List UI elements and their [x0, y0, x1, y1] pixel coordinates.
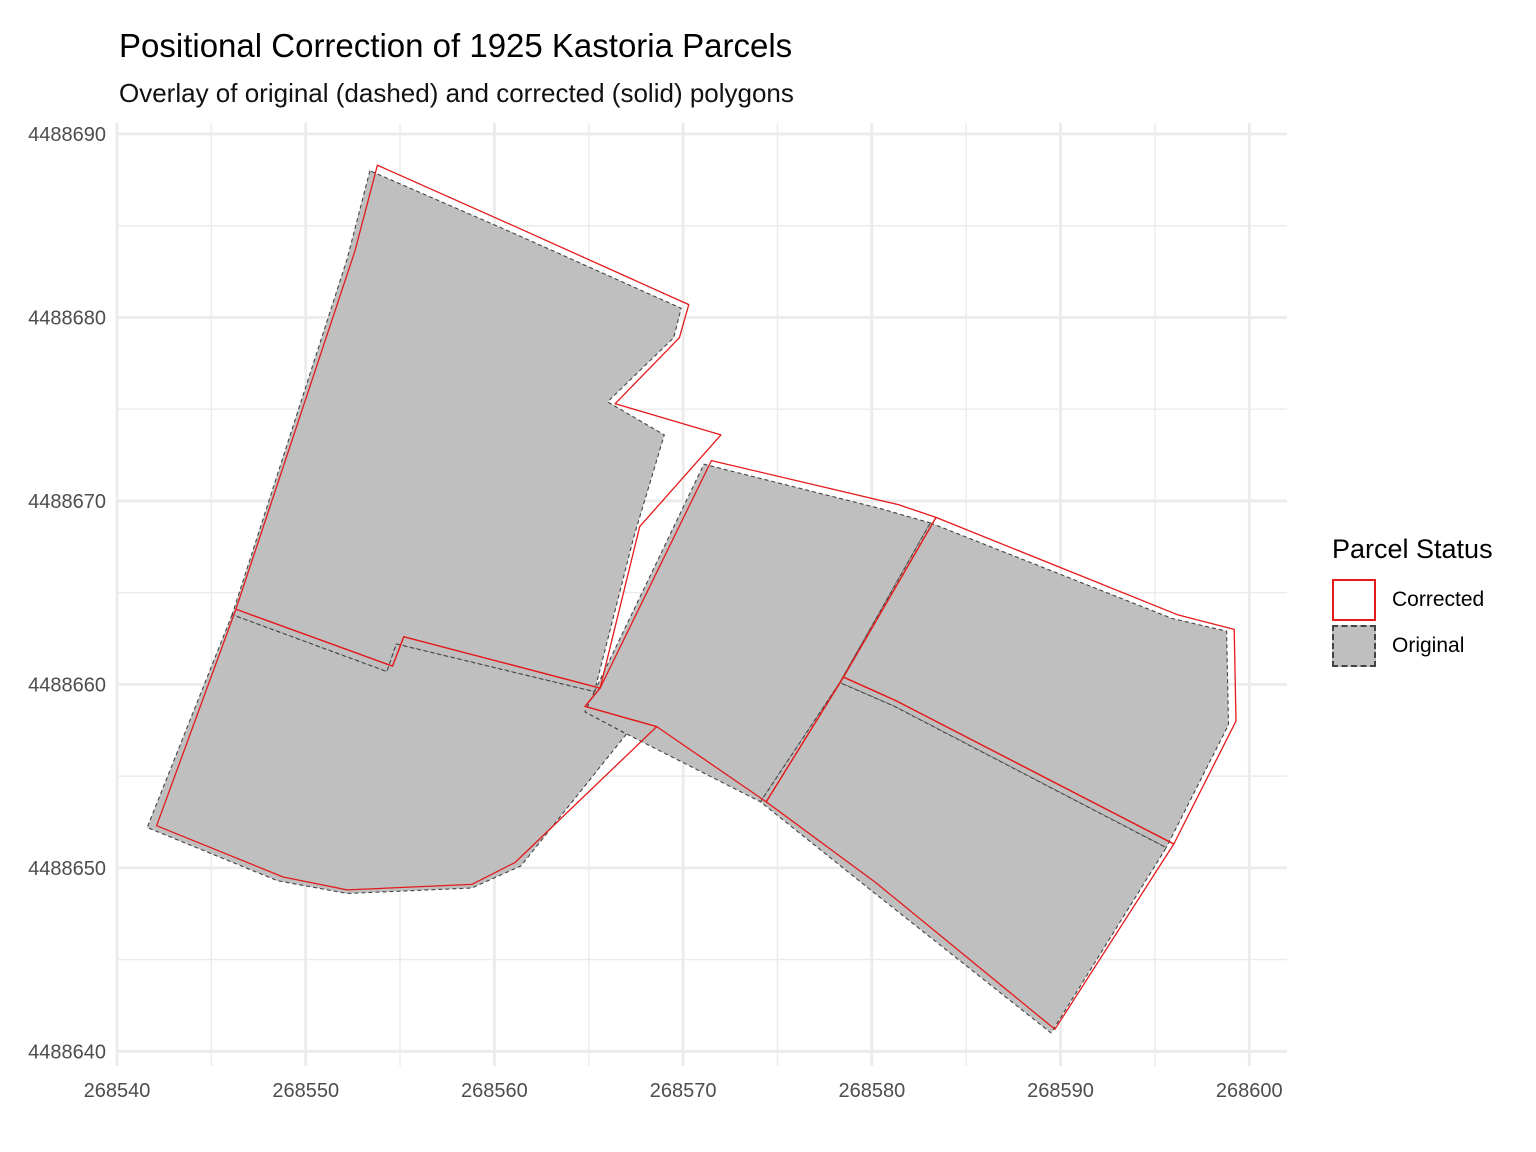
legend: Parcel Status Corrected Original: [1332, 534, 1493, 669]
x-axis-ticks: 268540 268550 268560 268570 268580 268590 2686…: [84, 1080, 1283, 1102]
legend-label-corrected: Corrected: [1392, 588, 1485, 611]
legend-item-corrected: Corrected: [1332, 577, 1493, 623]
original-parcel-3: [584, 463, 931, 803]
corrected-parcel-5: [765, 676, 1175, 1030]
legend-key-original: [1332, 625, 1376, 667]
y-tick-label: 4488650: [28, 858, 106, 880]
y-tick-label: 4488670: [28, 491, 106, 513]
corrected-parcel-2: [155, 608, 658, 891]
x-tick-label: 268570: [650, 1080, 717, 1102]
corrected-parcels-layer: [155, 164, 1237, 1030]
legend-key-corrected: [1332, 579, 1376, 621]
x-tick-label: 268600: [1216, 1080, 1283, 1102]
y-axis-ticks: 4488640 4488650 4488660 4488670 4488680 44886…: [28, 124, 106, 1063]
original-parcel-2: [146, 614, 628, 895]
legend-label-original: Original: [1392, 634, 1465, 657]
chart-subtitle: Overlay of original (dashed) and correct…: [119, 78, 794, 108]
y-tick-label: 4488640: [28, 1041, 106, 1063]
original-parcel-5: [759, 682, 1167, 1034]
original-parcels-layer: [146, 170, 1230, 1034]
x-tick-label: 268590: [1027, 1080, 1094, 1102]
x-tick-label: 268540: [84, 1080, 151, 1102]
legend-item-original: Original: [1332, 623, 1493, 669]
chart-title: Positional Correction of 1925 Kastoria P…: [119, 27, 793, 64]
y-tick-label: 4488680: [28, 307, 106, 329]
y-tick-label: 4488690: [28, 124, 106, 146]
x-tick-label: 268560: [461, 1080, 528, 1102]
x-tick-label: 268550: [272, 1080, 339, 1102]
original-parcel-1: [231, 170, 682, 693]
legend-title: Parcel Status: [1332, 534, 1493, 564]
y-tick-label: 4488660: [28, 674, 106, 696]
x-tick-label: 268580: [838, 1080, 905, 1102]
